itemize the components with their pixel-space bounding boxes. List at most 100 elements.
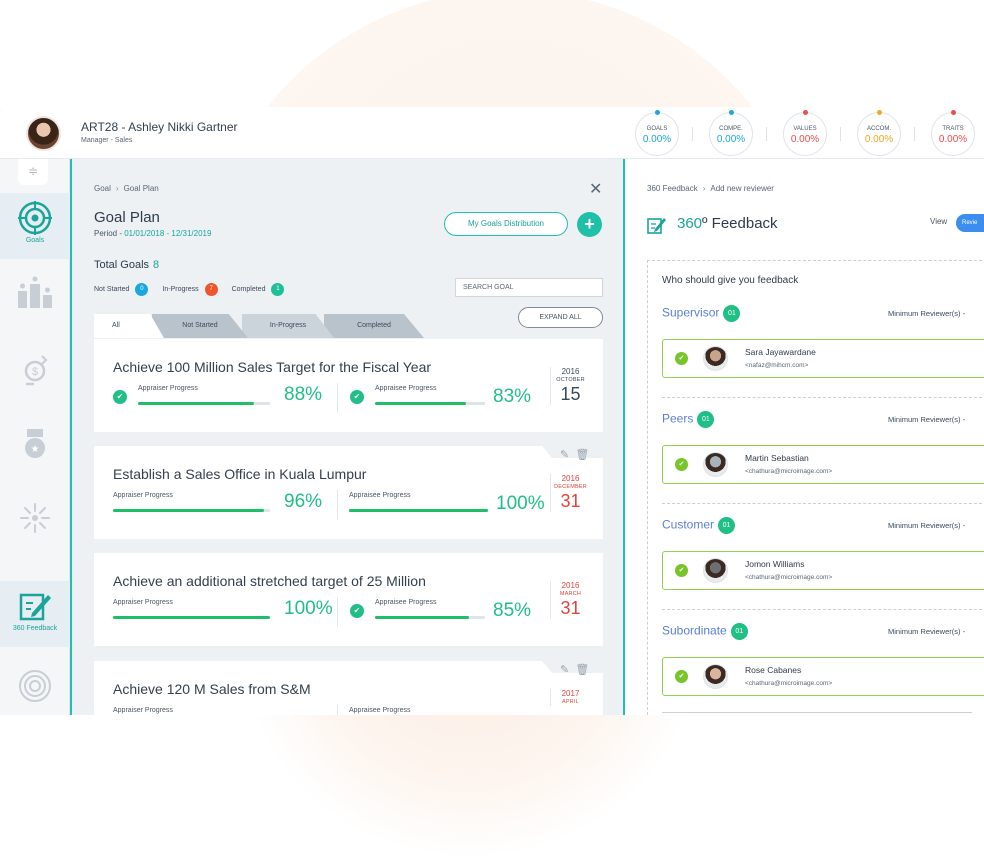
edit-icon[interactable]: ✎ bbox=[560, 449, 570, 461]
reviewer-email: <chathura@microimage.com> bbox=[745, 574, 833, 581]
total-goals: Total Goals 8 bbox=[94, 259, 159, 271]
sidebar-item-label: 360 Feedback bbox=[12, 625, 58, 632]
minimum-reviewers-label: Minimum Reviewer(s) - bbox=[888, 309, 966, 318]
goal-card[interactable]: Establish a Sales Office in Kuala Lumpur… bbox=[94, 446, 603, 539]
status-label-completed[interactable]: Completed bbox=[231, 286, 266, 294]
tab-in-progress[interactable]: In-Progress bbox=[242, 314, 334, 338]
stat-separator bbox=[840, 127, 841, 141]
group-title-supervisor: Supervisor 01 bbox=[662, 305, 741, 322]
divider bbox=[662, 397, 984, 398]
appraisee-progress-value: 100% bbox=[496, 493, 545, 514]
progress-fill bbox=[113, 509, 264, 512]
trash-icon[interactable]: 🗑 bbox=[575, 664, 590, 676]
feedback-title: 360º Feedback bbox=[677, 215, 778, 232]
breadcrumb: Goal › Goal Plan bbox=[94, 184, 159, 193]
close-icon[interactable]: ✕ bbox=[589, 181, 603, 198]
breadcrumb-360-feedback[interactable]: 360 Feedback bbox=[647, 184, 698, 193]
goal-title[interactable]: Establish a Sales Office in Kuala Lumpur bbox=[113, 466, 367, 482]
minimum-reviewers-label: Minimum Reviewer(s) - bbox=[888, 521, 966, 530]
period-dates: 01/01/2018 - 12/31/2019 bbox=[124, 229, 212, 238]
reviewer-card[interactable]: ✔ Rose Cabanes <chathura@microimage.com> bbox=[662, 657, 984, 696]
tab-not-started[interactable]: Not Started bbox=[152, 314, 248, 338]
sidebar-item-leaderboard[interactable] bbox=[0, 267, 70, 333]
stat-accom[interactable]: ACCOM. 0.00% bbox=[857, 110, 901, 156]
status-label-not-started[interactable]: Not Started bbox=[94, 286, 130, 294]
reviewer-email: <chathura@microimage.com> bbox=[745, 680, 833, 687]
check-icon: ✔ bbox=[675, 564, 688, 577]
divider bbox=[337, 597, 338, 627]
add-goal-button[interactable]: + bbox=[577, 212, 602, 237]
goal-card[interactable]: Achieve 120 M Sales from S&M Appraiser Pr… bbox=[94, 661, 603, 715]
appraiser-progress-value: 88% bbox=[284, 384, 323, 405]
progress-fill bbox=[375, 402, 467, 405]
check-icon: ✔ bbox=[675, 352, 688, 365]
sidebar-item-analytics[interactable] bbox=[0, 661, 70, 715]
stat-values[interactable]: VALUES 0.00% bbox=[783, 110, 827, 156]
stat-label: ACCOM. bbox=[867, 126, 891, 132]
user-name: ART28 - Ashley Nikki Gartner bbox=[81, 120, 238, 134]
due-year: 2017 bbox=[561, 689, 580, 698]
reviewer-card[interactable]: ✔ Sara Jayawardane <nafaz@mihcm.com> bbox=[662, 339, 984, 378]
my-goals-distribution-button[interactable]: My Goals Distribution bbox=[444, 212, 568, 236]
search-goal-input[interactable]: SEARCH GOAL bbox=[455, 278, 603, 297]
sidebar-item-awards[interactable]: ★ bbox=[0, 419, 70, 485]
stat-traits[interactable]: TRAITS 0.00% bbox=[931, 110, 975, 156]
divider bbox=[662, 712, 972, 713]
due-day: 31 bbox=[560, 491, 581, 511]
stat-goals[interactable]: GOALS 0.00% bbox=[635, 110, 679, 156]
sidebar-item-360-feedback[interactable]: 360 Feedback bbox=[0, 581, 70, 647]
period-label: Period - bbox=[94, 229, 125, 238]
progress-fill bbox=[375, 616, 469, 619]
stat-indicator bbox=[655, 110, 660, 115]
sidebar-item-talent[interactable] bbox=[0, 493, 70, 559]
group-title-text: Customer bbox=[662, 517, 715, 532]
reviewer-card[interactable]: ✔ Jomon Williams <chathura@microimage.com> bbox=[662, 551, 984, 590]
status-count-badge: 7 bbox=[204, 283, 218, 296]
goal-title[interactable]: Achieve 100 Million Sales Target for the… bbox=[113, 359, 432, 375]
status-summary: Not Started 0 In-Progress 7 Completed 1 bbox=[94, 283, 298, 296]
reviewer-name: Sara Jayawardane bbox=[745, 347, 816, 357]
tab-completed[interactable]: Completed bbox=[324, 314, 424, 338]
chevron-right-icon: › bbox=[702, 184, 706, 193]
appraiser-progress-label: Appraiser Progress bbox=[113, 492, 173, 499]
status-label-in-progress[interactable]: In-Progress bbox=[162, 286, 199, 294]
breadcrumb-goal-plan[interactable]: Goal Plan bbox=[123, 184, 159, 193]
top-bar: ART28 - Ashley Nikki Gartner Manager - S… bbox=[0, 107, 984, 159]
tab-all[interactable]: All bbox=[94, 314, 164, 338]
feedback-title-text: º Feedback bbox=[702, 215, 778, 232]
group-count-badge: 01 bbox=[723, 305, 741, 322]
feedback-panel: 360 Feedback › Add new reviewer 360º Feedb… bbox=[625, 159, 984, 715]
goal-card[interactable]: Achieve an additional stretched target o… bbox=[94, 553, 603, 646]
collapse-handle-icon[interactable]: ≑ bbox=[18, 159, 48, 185]
group-count-badge: 01 bbox=[697, 411, 715, 428]
breadcrumb-add-reviewer[interactable]: Add new reviewer bbox=[710, 184, 774, 193]
trash-icon[interactable]: 🗑 bbox=[575, 449, 590, 461]
reviewer-card[interactable]: ✔ Martin Sebastian <chathura@microimage.co… bbox=[662, 445, 984, 484]
progress-fill bbox=[138, 402, 255, 405]
appraisee-progress-value: 83% bbox=[493, 386, 532, 407]
breadcrumb-goal[interactable]: Goal bbox=[94, 184, 111, 193]
sidebar-item-goals[interactable]: Goals bbox=[0, 193, 70, 259]
appraiser-progress-label: Appraiser Progress bbox=[113, 707, 173, 714]
check-icon: ✔ bbox=[350, 604, 364, 618]
sidebar-item-compensation[interactable]: $ bbox=[0, 345, 70, 411]
edit-icon[interactable]: ✎ bbox=[560, 664, 570, 676]
expand-all-button[interactable]: EXPAND ALL bbox=[518, 307, 603, 328]
due-year: 2016 bbox=[561, 367, 580, 376]
stat-compe[interactable]: COMPE. 0.00% bbox=[709, 110, 753, 156]
user-role: Manager - Sales bbox=[81, 137, 133, 144]
goal-title[interactable]: Achieve 120 M Sales from S&M bbox=[113, 681, 311, 697]
stat-separator bbox=[914, 127, 915, 141]
group-title-peers: Peers 01 bbox=[662, 411, 715, 428]
goal-title[interactable]: Achieve an additional stretched target o… bbox=[113, 573, 426, 589]
group-title-subordinate: Subordinate 01 bbox=[662, 623, 748, 640]
user-avatar[interactable] bbox=[26, 116, 61, 151]
stat-value: 0.00% bbox=[864, 134, 894, 145]
stat-separator bbox=[692, 127, 693, 141]
app-window: ART28 - Ashley Nikki Gartner Manager - S… bbox=[0, 107, 984, 715]
goal-card[interactable]: Achieve 100 Million Sales Target for the… bbox=[94, 339, 603, 432]
goal-due-date: 2016 OCTOBER 15 bbox=[550, 367, 590, 405]
divider bbox=[337, 490, 338, 520]
divider bbox=[647, 260, 648, 715]
view-reviewers-button[interactable]: Revie bbox=[956, 214, 984, 232]
